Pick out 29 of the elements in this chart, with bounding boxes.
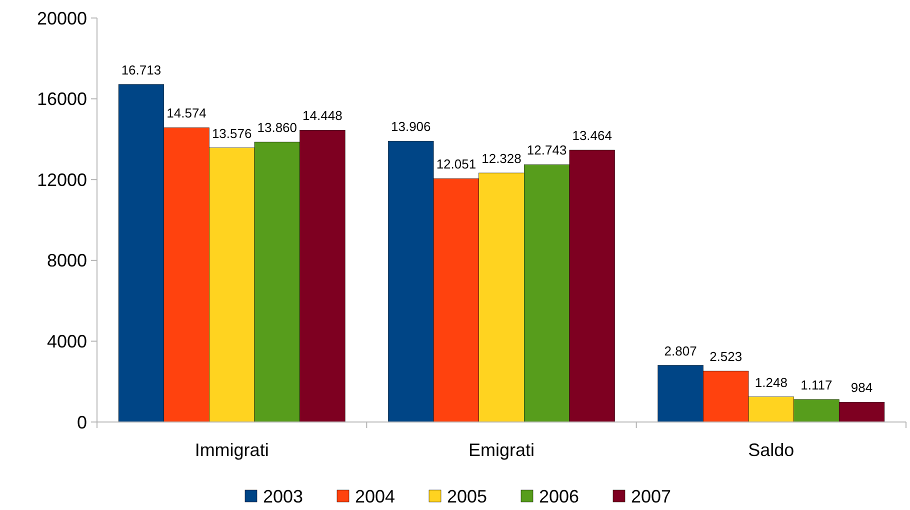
data-label: 1.117 bbox=[800, 377, 832, 392]
data-label: 12.051 bbox=[436, 156, 476, 172]
data-label: 13.906 bbox=[391, 119, 431, 134]
data-label: 984 bbox=[850, 380, 873, 396]
data-label: 14.574 bbox=[166, 106, 206, 121]
data-label: 16.713 bbox=[121, 62, 162, 78]
data-label: 13.576 bbox=[212, 126, 252, 141]
legend-label: 2004 bbox=[355, 486, 396, 506]
data-label: 2.807 bbox=[664, 343, 697, 358]
legend-label: 2003 bbox=[263, 486, 304, 506]
data-label: 13.860 bbox=[257, 120, 298, 136]
y-tick-label: 8000 bbox=[46, 250, 87, 271]
data-label: 2.523 bbox=[710, 349, 742, 364]
y-tick-label: 20000 bbox=[36, 8, 87, 28]
data-label: 12.328 bbox=[482, 150, 522, 166]
x-tick-label: Emigrati bbox=[468, 440, 535, 460]
y-tick-label: 0 bbox=[76, 412, 87, 432]
x-tick-label: Immigrati bbox=[194, 440, 269, 460]
legend-label: 2005 bbox=[447, 486, 488, 506]
y-tick-label: 12000 bbox=[36, 170, 87, 190]
data-label: 13.464 bbox=[572, 128, 612, 144]
y-tick-label: 4000 bbox=[46, 332, 87, 352]
data-label: 1.248 bbox=[754, 374, 788, 390]
data-label: 14.448 bbox=[302, 108, 342, 124]
legend-label: 2006 bbox=[539, 486, 580, 506]
legend-label: 2007 bbox=[631, 486, 672, 506]
data-label: 12.743 bbox=[526, 142, 567, 158]
x-tick-label: Saldo bbox=[748, 440, 794, 460]
y-tick-label: 16000 bbox=[36, 89, 87, 110]
